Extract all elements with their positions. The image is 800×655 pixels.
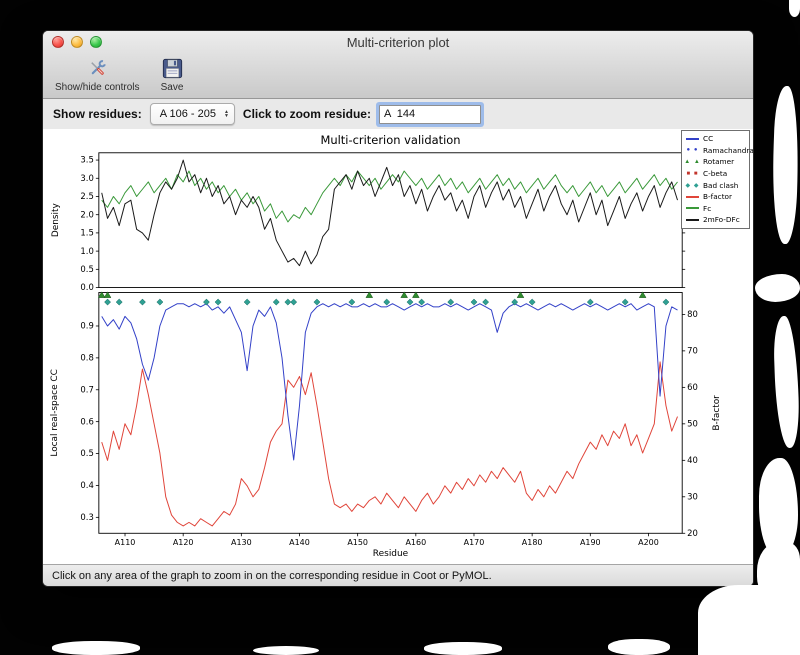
svg-text:3.5: 3.5 bbox=[80, 155, 93, 165]
legend-label: B-factor bbox=[703, 192, 733, 202]
plot-area: Multi-criterion validation 0.0 0.5 1.0 1.5 2.… bbox=[43, 129, 753, 564]
titlebar[interactable]: Multi-criterion plot bbox=[43, 31, 753, 53]
svg-text:A200: A200 bbox=[638, 538, 659, 547]
show-residues-label: Show residues: bbox=[53, 107, 142, 121]
legend-marker-swatch: ◆ ◆ bbox=[685, 182, 700, 189]
residue-range-value: A 106 - 205 bbox=[159, 108, 216, 120]
svg-text:20: 20 bbox=[687, 528, 698, 538]
tools-icon bbox=[90, 60, 106, 75]
svg-text:Residue: Residue bbox=[373, 549, 409, 559]
scan-artifact bbox=[698, 585, 800, 655]
legend-marker-swatch: ▲ ▲ bbox=[684, 158, 701, 165]
svg-text:0.9: 0.9 bbox=[80, 321, 93, 331]
svg-text:0.5: 0.5 bbox=[80, 448, 93, 458]
svg-text:30: 30 bbox=[687, 492, 698, 502]
svg-text:A140: A140 bbox=[289, 538, 310, 547]
svg-text:A110: A110 bbox=[115, 538, 136, 547]
legend-label: CC bbox=[703, 134, 714, 144]
svg-text:1.0: 1.0 bbox=[80, 246, 93, 256]
scan-artifact bbox=[770, 85, 800, 245]
window-chrome: Multi-criterion plot bbox=[43, 31, 753, 99]
svg-text:A150: A150 bbox=[347, 538, 368, 547]
scan-artifact bbox=[424, 642, 502, 655]
legend-line-swatch bbox=[685, 137, 700, 140]
multi-criterion-plot[interactable]: Multi-criterion validation 0.0 0.5 1.0 1.5 2.… bbox=[43, 129, 753, 564]
scan-artifact bbox=[608, 639, 670, 655]
legend-entry: 2mFo-DFc bbox=[685, 214, 746, 226]
plot-legend: CC ● ● Ramachandran ▲ ▲ Rotamer ■ ■ C-beta ◆ ◆ B… bbox=[681, 130, 753, 229]
scan-artifact bbox=[253, 646, 319, 655]
legend-entry: ■ ■ C-beta bbox=[685, 168, 746, 180]
legend-entry: ◆ ◆ Bad clash bbox=[685, 179, 746, 191]
save-label: Save bbox=[160, 82, 184, 93]
residue-range-select[interactable]: A 106 - 205 ▲ ▼ bbox=[149, 103, 235, 125]
svg-text:60: 60 bbox=[687, 382, 698, 392]
legend-line-swatch bbox=[685, 195, 700, 198]
legend-label: Rotamer bbox=[703, 157, 735, 167]
legend-label: Ramachandran bbox=[703, 145, 754, 155]
svg-text:2.0: 2.0 bbox=[80, 209, 93, 219]
scan-artifact bbox=[52, 641, 140, 655]
svg-text:A160: A160 bbox=[405, 538, 426, 547]
legend-entry: Fc bbox=[685, 203, 746, 215]
svg-text:0.3: 0.3 bbox=[80, 512, 93, 522]
svg-text:0.5: 0.5 bbox=[80, 264, 93, 274]
legend-entry: CC bbox=[685, 133, 746, 145]
svg-text:40: 40 bbox=[687, 455, 698, 465]
stepper-arrows-icon: ▲ ▼ bbox=[223, 108, 229, 119]
toolbar: Show/hide controls Save bbox=[43, 53, 753, 98]
zoom-residue-input[interactable] bbox=[378, 104, 481, 124]
svg-text:Multi-criterion validation: Multi-criterion validation bbox=[320, 133, 460, 147]
zoom-window-button[interactable] bbox=[90, 36, 102, 48]
svg-text:A180: A180 bbox=[522, 538, 543, 547]
legend-marker-swatch: ■ ■ bbox=[686, 170, 699, 177]
svg-text:A190: A190 bbox=[580, 538, 601, 547]
save-icon bbox=[162, 58, 182, 79]
scan-artifact bbox=[789, 0, 800, 17]
svg-text:80: 80 bbox=[687, 309, 698, 319]
svg-text:A130: A130 bbox=[231, 538, 252, 547]
status-bar: Click on any area of the graph to zoom i… bbox=[43, 564, 753, 586]
save-button[interactable]: Save bbox=[160, 56, 185, 93]
legend-line-swatch bbox=[685, 218, 700, 221]
legend-label: 2mFo-DFc bbox=[703, 215, 740, 225]
svg-text:0.0: 0.0 bbox=[80, 282, 93, 292]
legend-entry: ● ● Ramachandran bbox=[685, 145, 753, 157]
svg-text:Local real-space CC: Local real-space CC bbox=[50, 369, 60, 456]
svg-text:0.8: 0.8 bbox=[80, 353, 93, 363]
controls-bar: Show residues: A 106 - 205 ▲ ▼ Click to z… bbox=[43, 99, 753, 129]
svg-text:50: 50 bbox=[687, 419, 698, 429]
legend-label: Fc bbox=[703, 203, 712, 213]
svg-text:A170: A170 bbox=[464, 538, 485, 547]
legend-entry: ▲ ▲ Rotamer bbox=[684, 156, 746, 168]
svg-text:B-factor: B-factor bbox=[712, 395, 722, 431]
legend-line-swatch bbox=[685, 207, 700, 210]
scan-artifact bbox=[772, 315, 800, 449]
status-text: Click on any area of the graph to zoom i… bbox=[52, 569, 492, 582]
traffic-lights bbox=[52, 36, 102, 48]
legend-label: Bad clash bbox=[703, 180, 739, 190]
window-title: Multi-criterion plot bbox=[346, 34, 450, 50]
svg-text:2.5: 2.5 bbox=[80, 191, 93, 201]
legend-entry: B-factor bbox=[685, 191, 746, 203]
svg-text:0.6: 0.6 bbox=[80, 416, 93, 426]
minimize-window-button[interactable] bbox=[71, 36, 83, 48]
legend-marker-swatch: ● ● bbox=[686, 147, 699, 154]
app-window: Multi-criterion plot bbox=[42, 30, 754, 587]
svg-text:0.7: 0.7 bbox=[80, 384, 93, 394]
legend-label: C-beta bbox=[703, 169, 728, 179]
show-hide-controls-label: Show/hide controls bbox=[55, 82, 140, 93]
svg-text:70: 70 bbox=[687, 346, 698, 356]
svg-text:A120: A120 bbox=[173, 538, 194, 547]
scan-artifact bbox=[759, 458, 798, 558]
show-hide-controls-button[interactable]: Show/hide controls bbox=[55, 56, 140, 93]
close-window-button[interactable] bbox=[52, 36, 64, 48]
scan-artifact bbox=[755, 274, 800, 302]
svg-text:0.4: 0.4 bbox=[80, 480, 93, 490]
svg-text:3.0: 3.0 bbox=[80, 173, 93, 183]
svg-text:Density: Density bbox=[51, 203, 61, 238]
zoom-residue-label: Click to zoom residue: bbox=[242, 107, 371, 121]
svg-text:1.5: 1.5 bbox=[80, 228, 93, 238]
